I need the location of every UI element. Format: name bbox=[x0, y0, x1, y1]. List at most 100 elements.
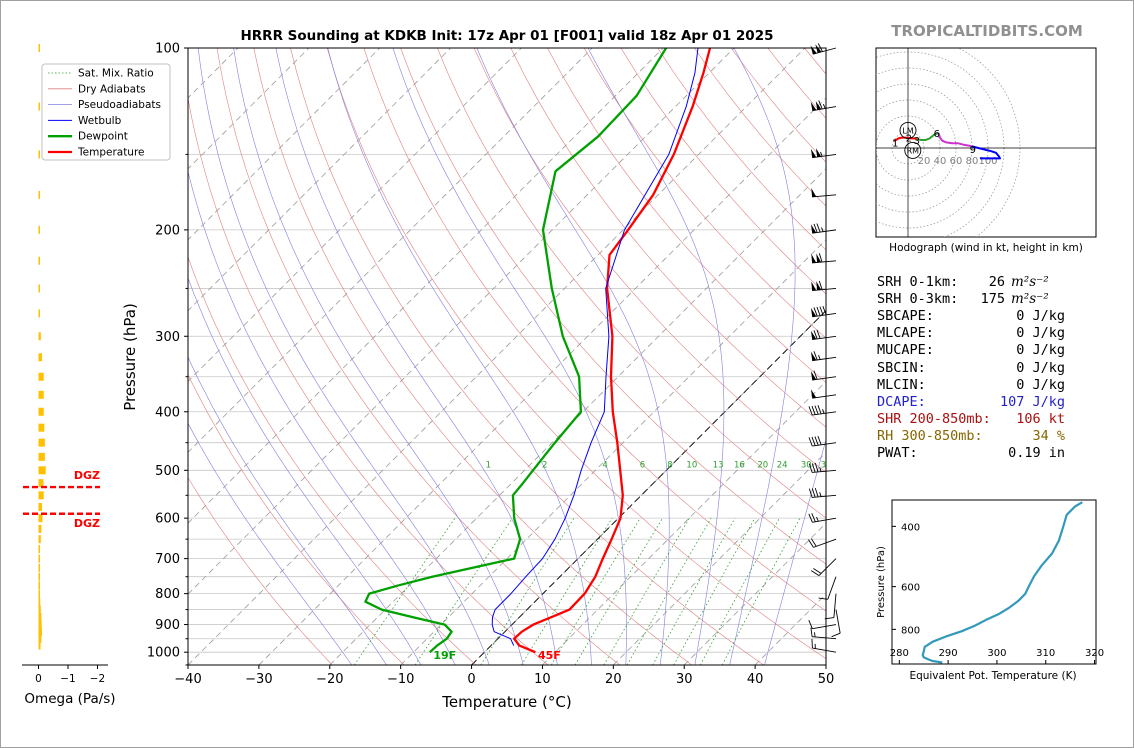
dry-adiabat-line bbox=[400, 48, 826, 565]
legend-label: Wetbulb bbox=[78, 115, 122, 127]
freezing-isotherm bbox=[471, 309, 826, 665]
wind-barb bbox=[824, 593, 837, 620]
stat-value: 0 J/kg bbox=[1016, 359, 1065, 376]
surface-temperature-label: 45F bbox=[538, 649, 561, 662]
barb-flag bbox=[811, 281, 817, 291]
barb-feather bbox=[814, 487, 819, 498]
stat-value: 107 J/kg bbox=[999, 393, 1065, 410]
dry-adiabat-line bbox=[253, 48, 692, 665]
barb-feather bbox=[808, 513, 813, 523]
storm-motion-label: RM bbox=[907, 146, 920, 155]
isotherm-line bbox=[188, 48, 806, 665]
theta-e-chart: 280 290 300 310 320 400 600 800 Equivalent Pot.… bbox=[876, 499, 1104, 682]
omega-bar bbox=[38, 284, 40, 293]
omega-bar bbox=[38, 613, 42, 622]
stat-label: SRH 0-3km: bbox=[877, 291, 959, 308]
x-tick-label: 10 bbox=[534, 672, 551, 687]
barb-feather bbox=[818, 253, 823, 263]
hodograph-height-label: 9 bbox=[970, 145, 976, 156]
barb-feather bbox=[811, 488, 816, 498]
y-tick-label: 100 bbox=[155, 42, 180, 57]
omega-bar bbox=[38, 597, 41, 606]
dry-adiabat-line bbox=[363, 48, 826, 612]
dewpoint-profile bbox=[364, 48, 668, 654]
chart-title: HRRR Sounding at KDKB Init: 17z Apr 01 [… bbox=[240, 28, 773, 44]
barb-feather bbox=[818, 597, 828, 600]
omega-bar bbox=[38, 514, 43, 523]
barb-staff bbox=[812, 517, 837, 523]
wind-barb bbox=[808, 620, 837, 630]
theta-e-x-tick-label: 300 bbox=[987, 648, 1006, 659]
barb-flag bbox=[810, 371, 817, 381]
omega-bar bbox=[38, 150, 40, 159]
theta-e-y-tick-label: 400 bbox=[901, 522, 920, 533]
omega-bar bbox=[38, 438, 45, 447]
barb-feather bbox=[808, 488, 813, 498]
wind-barb bbox=[810, 306, 837, 318]
wind-barb bbox=[808, 487, 837, 498]
storm-motion-marker bbox=[899, 121, 917, 139]
barb-flag bbox=[810, 330, 817, 340]
stat-label: PWAT: bbox=[877, 445, 918, 461]
omega-bar bbox=[38, 554, 40, 563]
theta-e-y-tick-label: 600 bbox=[901, 583, 920, 594]
wind-barb bbox=[811, 280, 837, 291]
omega-bar bbox=[38, 491, 44, 500]
barb-half-feather bbox=[822, 104, 826, 109]
stat-row: PWAT: 0.19 in bbox=[877, 445, 1065, 461]
mixing-ratio-label: 13 bbox=[713, 460, 724, 470]
omega-bar bbox=[38, 641, 41, 650]
skewt-y-axis-label: Pressure (hPa) bbox=[121, 303, 139, 411]
stat-value: 175 bbox=[980, 291, 1005, 308]
theta-e-x-tick-label: 310 bbox=[1036, 648, 1055, 659]
barb-feather bbox=[813, 307, 818, 317]
barb-feather bbox=[816, 329, 821, 339]
wind-barb bbox=[810, 100, 837, 112]
mixing-ratio-label: 36 bbox=[821, 460, 832, 470]
dgz-label-bottom: DGZ bbox=[74, 517, 100, 530]
barb-half-feather bbox=[819, 467, 822, 472]
barb-feather bbox=[824, 617, 834, 620]
wind-barb bbox=[811, 187, 837, 198]
wind-barb bbox=[811, 638, 837, 653]
wetbulb-profile bbox=[491, 48, 699, 646]
storm-motion-label: LM bbox=[902, 126, 913, 135]
barb-half-feather bbox=[816, 516, 819, 522]
y-tick-label: 700 bbox=[155, 552, 180, 567]
pseudoadiabat-line bbox=[587, 48, 725, 665]
legend-label: Sat. Mix. Ratio bbox=[78, 68, 154, 80]
barb-half-feather bbox=[821, 227, 824, 232]
barb-feather bbox=[813, 370, 818, 380]
omega-bar bbox=[38, 309, 40, 318]
legend-label: Dewpoint bbox=[78, 131, 128, 143]
stat-row: MLCIN: 0 J/kg bbox=[877, 377, 1065, 393]
hodograph-caption: Hodograph (wind in kt, height in km) bbox=[889, 242, 1083, 254]
omega-bar bbox=[38, 572, 40, 581]
y-tick-label: 200 bbox=[155, 223, 180, 238]
x-tick-label: 0 bbox=[467, 672, 475, 687]
pseudoadiabat-line bbox=[392, 48, 627, 665]
skewt-x-axis-label: Temperature (°C) bbox=[441, 693, 571, 711]
wind-barb bbox=[808, 405, 837, 416]
barb-feather bbox=[816, 223, 821, 233]
stat-label: RH 300-850mb: bbox=[877, 427, 983, 444]
theta-e-x-tick-label: 290 bbox=[939, 648, 958, 659]
x-tick-label: −10 bbox=[387, 672, 414, 687]
skew-t-chart: 1246810131620243036 −40−30−20−1001020304… bbox=[41, 42, 834, 711]
hodograph-trace bbox=[916, 131, 939, 141]
barb-staff bbox=[827, 576, 837, 600]
wind-barb bbox=[811, 253, 837, 264]
stat-unit: m²s⁻² bbox=[1011, 274, 1049, 290]
omega-bar bbox=[38, 545, 40, 554]
wind-barb bbox=[808, 513, 837, 523]
x-tick-label: 40 bbox=[747, 672, 764, 687]
omega-bar bbox=[38, 524, 42, 533]
mixing-ratio-label: 30 bbox=[801, 460, 812, 470]
stat-row: MLCAPE: 0 J/kg bbox=[877, 325, 1065, 341]
barb-flag bbox=[810, 45, 817, 55]
barb-feather bbox=[818, 280, 823, 290]
surface-dewpoint-label: 19F bbox=[433, 649, 456, 662]
omega-chart: 0 −1 −2 Omega (Pa/s) DGZ DGZ bbox=[22, 44, 116, 707]
dry-adiabat-line bbox=[188, 476, 333, 665]
stat-label: MLCIN: bbox=[877, 376, 926, 393]
